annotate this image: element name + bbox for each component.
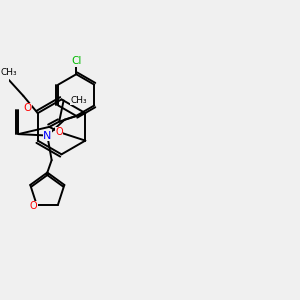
Text: O: O <box>56 127 63 137</box>
Text: CH₃: CH₃ <box>70 96 87 105</box>
Text: Cl: Cl <box>71 56 81 66</box>
Text: O: O <box>29 201 37 212</box>
Text: CH₃: CH₃ <box>1 68 17 77</box>
Text: N: N <box>43 130 52 140</box>
Text: O: O <box>24 103 32 113</box>
